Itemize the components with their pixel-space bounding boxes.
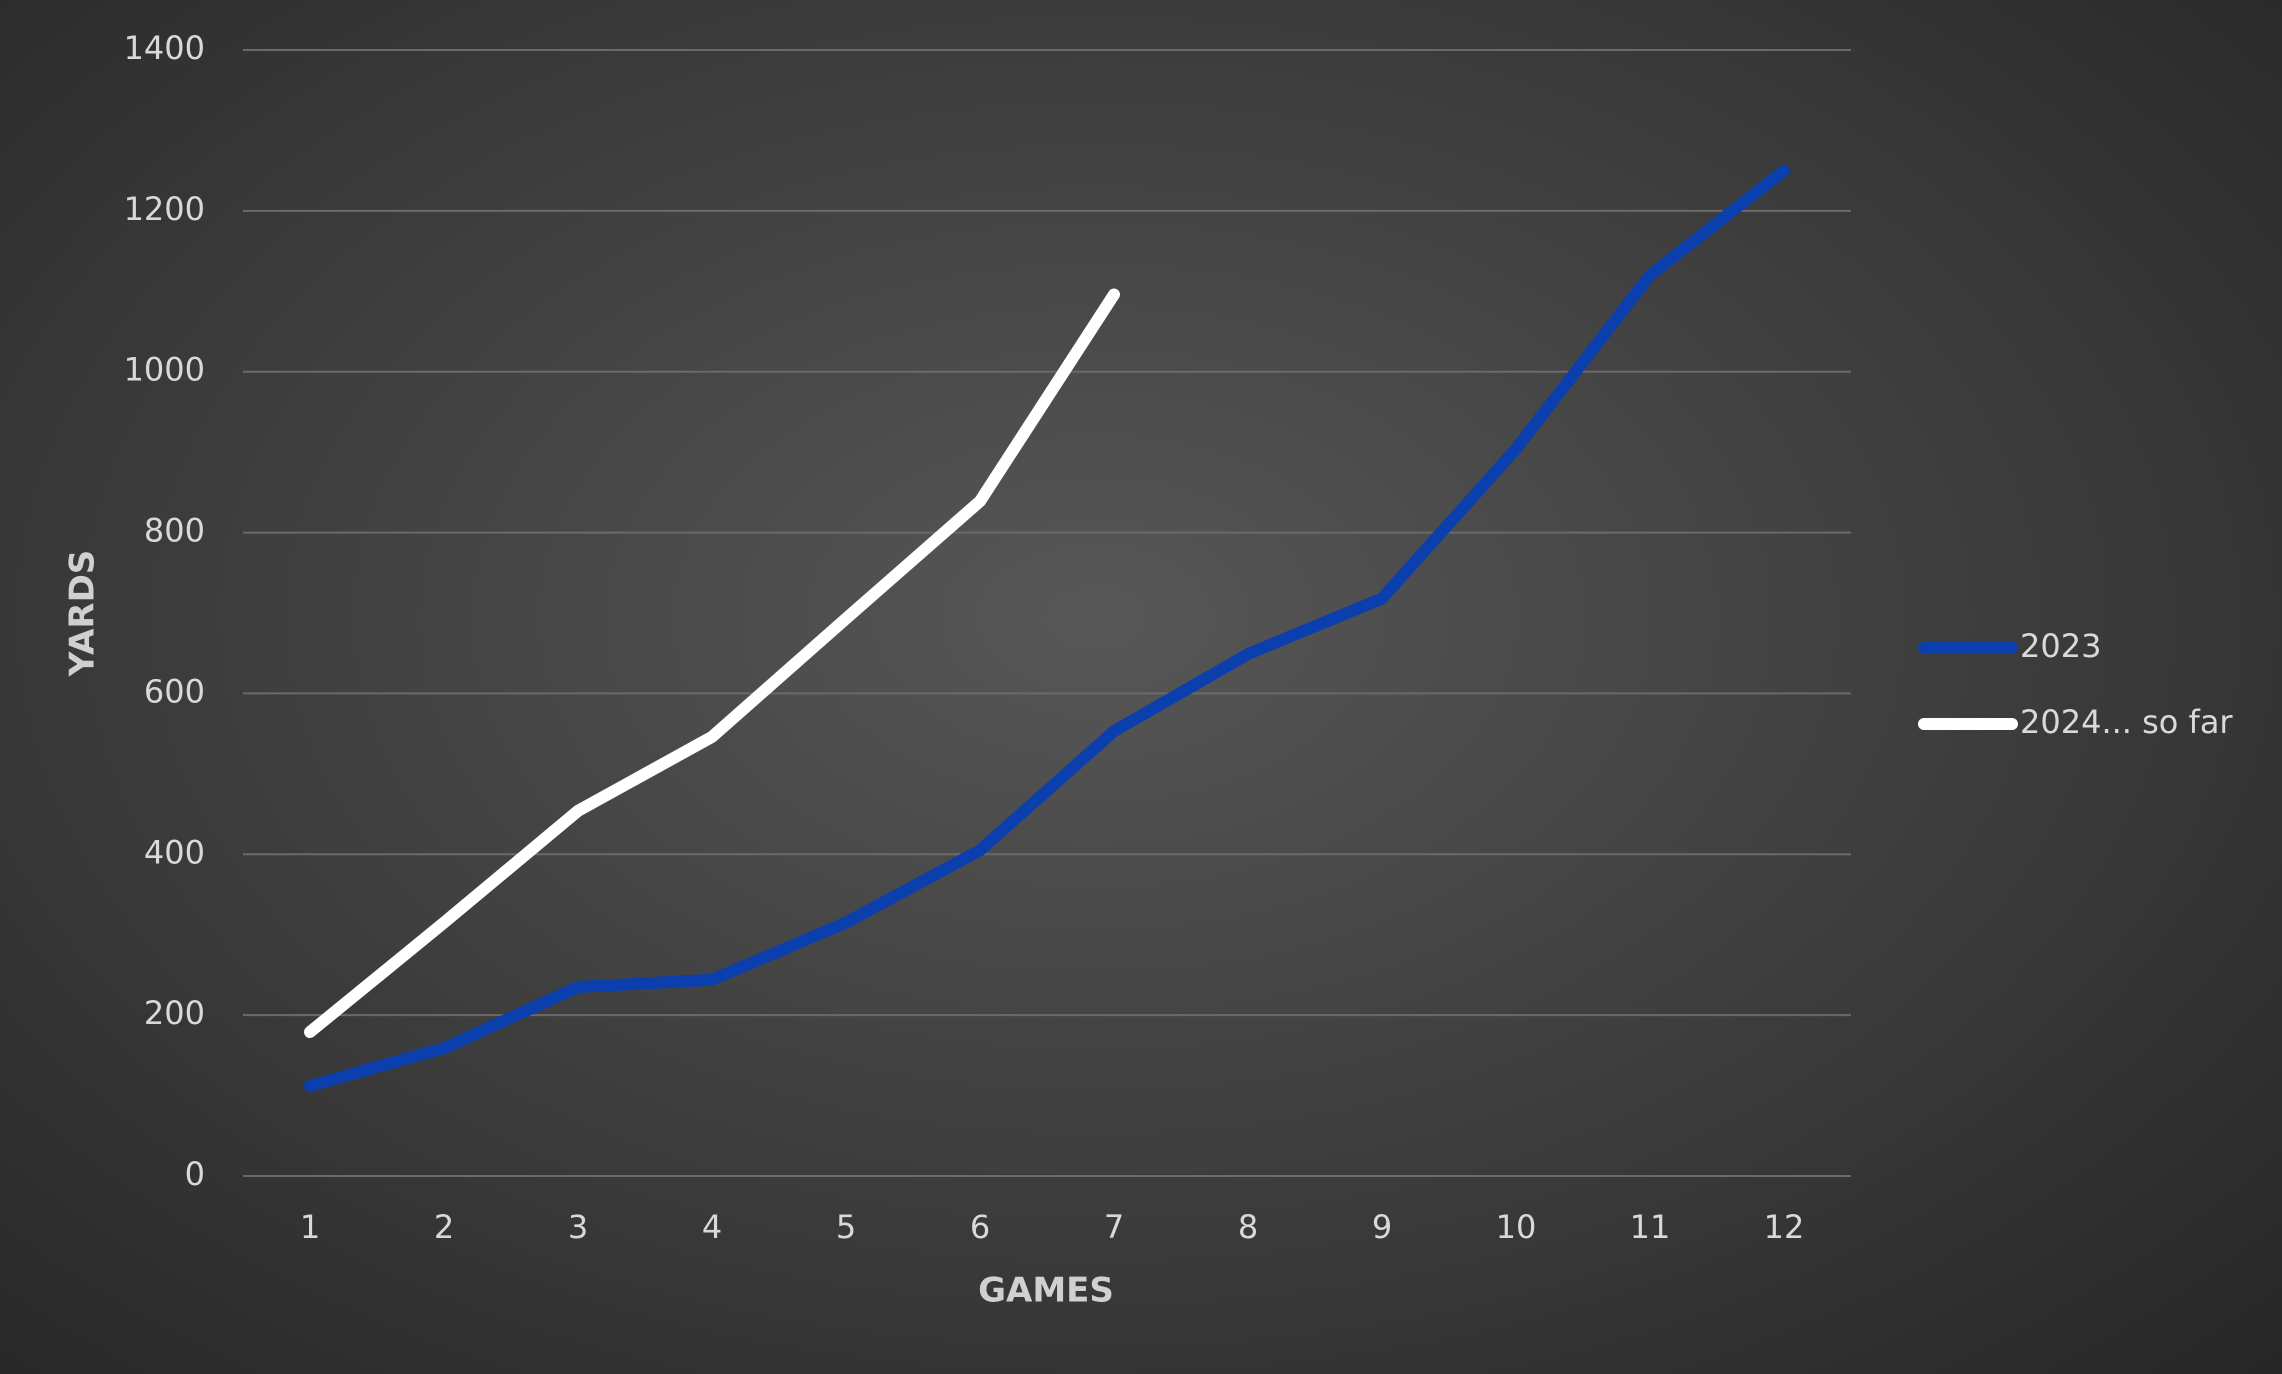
x-tick-label: 3	[568, 1208, 588, 1246]
x-tick-label: 1	[300, 1208, 320, 1246]
y-tick-label: 0	[185, 1155, 205, 1193]
y-tick-label: 400	[144, 833, 205, 871]
x-tick-label: 4	[702, 1208, 722, 1246]
x-tick-label: 5	[836, 1208, 856, 1246]
x-tick-label: 7	[1104, 1208, 1124, 1246]
x-tick-label: 9	[1372, 1208, 1392, 1246]
x-tick-label: 12	[1764, 1208, 1805, 1246]
y-tick-label: 600	[144, 672, 205, 710]
x-tick-label: 8	[1238, 1208, 1258, 1246]
x-tick-label: 11	[1630, 1208, 1671, 1246]
y-tick-label: 1400	[124, 29, 205, 67]
x-tick-label: 10	[1496, 1208, 1537, 1246]
x-tick-label: 2	[434, 1208, 454, 1246]
y-tick-label: 1200	[124, 190, 205, 228]
legend-label: 2024... so far	[2020, 703, 2233, 741]
y-tick-label: 200	[144, 994, 205, 1032]
y-tick-label: 1000	[124, 351, 205, 389]
y-tick-label: 800	[144, 512, 205, 550]
x-axis-title: GAMES	[978, 1271, 1114, 1311]
series-line	[304, 288, 1120, 1039]
y-axis-title: YARDS	[63, 550, 103, 678]
legend-label: 2023	[2020, 627, 2101, 665]
x-tick-label: 6	[970, 1208, 990, 1246]
series-line	[304, 164, 1790, 1092]
